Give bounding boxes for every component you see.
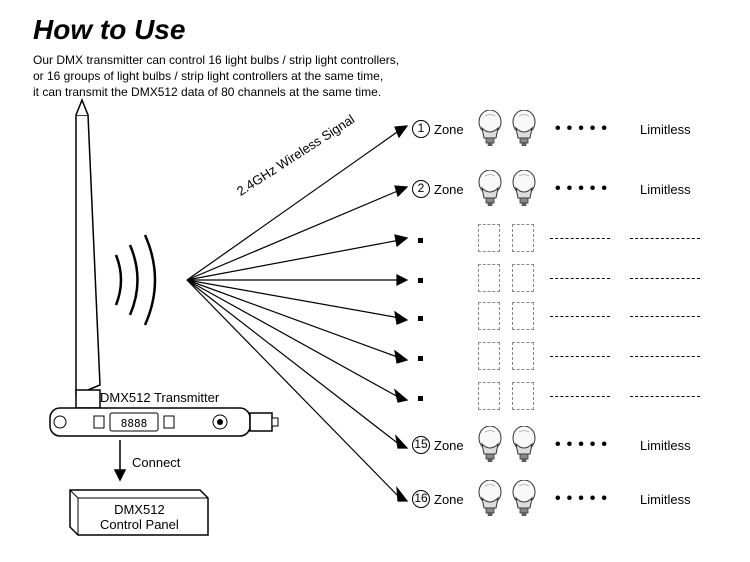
bulb-icon xyxy=(478,480,502,516)
limitless-label: Limitless xyxy=(640,492,691,507)
transmitter-display: 8888 xyxy=(121,417,148,430)
placeholder-dot xyxy=(418,356,423,361)
connect-label: Connect xyxy=(132,455,180,470)
bulb-icon xyxy=(478,110,502,146)
placeholder-line xyxy=(550,238,610,240)
zone-number-1: 1 xyxy=(412,120,430,138)
signal-arrows xyxy=(187,126,407,501)
placeholder-bulb xyxy=(512,224,534,252)
ellipsis-dots: ••••• xyxy=(555,436,613,454)
placeholder-dot xyxy=(418,396,423,401)
panel-label: DMX512 Control Panel xyxy=(100,502,179,532)
placeholder-bulb xyxy=(478,264,500,292)
limitless-label: Limitless xyxy=(640,182,691,197)
zone-number-2: 2 xyxy=(412,180,430,198)
diagram-canvas: 8888 xyxy=(0,0,750,562)
placeholder-bulb xyxy=(478,342,500,370)
zone-label-16: Zone xyxy=(434,492,464,507)
bulb-icon xyxy=(478,426,502,462)
bulb-icon xyxy=(478,170,502,206)
placeholder-bulb xyxy=(478,302,500,330)
transmitter-label: DMX512 Transmitter xyxy=(100,390,219,405)
limitless-label: Limitless xyxy=(640,122,691,137)
placeholder-line xyxy=(550,396,610,398)
zone-label-2: Zone xyxy=(434,182,464,197)
ellipsis-dots: ••••• xyxy=(555,490,613,508)
placeholder-dot xyxy=(418,316,423,321)
placeholder-bulb xyxy=(512,302,534,330)
transmitter-body: 8888 xyxy=(50,408,278,436)
ellipsis-dots: ••••• xyxy=(555,120,613,138)
placeholder-line xyxy=(550,278,610,280)
bulb-icon xyxy=(512,170,536,206)
placeholder-line xyxy=(550,356,610,358)
antenna xyxy=(76,100,100,408)
bulb-icon xyxy=(512,426,536,462)
placeholder-line xyxy=(630,396,700,398)
placeholder-bulb xyxy=(512,342,534,370)
placeholder-bulb xyxy=(512,264,534,292)
connect-arrow xyxy=(115,440,125,480)
zone-number-16: 16 xyxy=(412,490,430,508)
zone-number-15: 15 xyxy=(412,436,430,454)
placeholder-line xyxy=(630,278,700,280)
wireless-signal-icon xyxy=(116,235,155,325)
zone-label-15: Zone xyxy=(434,438,464,453)
placeholder-bulb xyxy=(512,382,534,410)
placeholder-bulb xyxy=(478,224,500,252)
ellipsis-dots: ••••• xyxy=(555,180,613,198)
placeholder-dot xyxy=(418,278,423,283)
placeholder-line xyxy=(630,316,700,318)
placeholder-line xyxy=(630,238,700,240)
bulb-icon xyxy=(512,480,536,516)
zone-label-1: Zone xyxy=(434,122,464,137)
limitless-label: Limitless xyxy=(640,438,691,453)
placeholder-bulb xyxy=(478,382,500,410)
placeholder-line xyxy=(630,356,700,358)
bulb-icon xyxy=(512,110,536,146)
placeholder-line xyxy=(550,316,610,318)
placeholder-dot xyxy=(418,238,423,243)
